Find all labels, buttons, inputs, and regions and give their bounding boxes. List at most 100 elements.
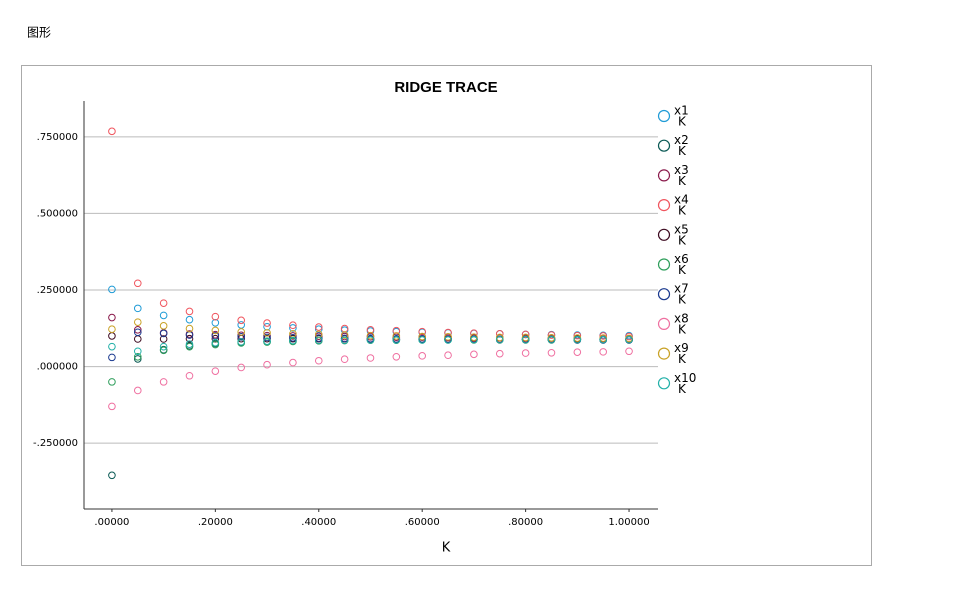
- data-point: [185, 307, 194, 316]
- data-point: [392, 332, 401, 340]
- data-point: [521, 335, 530, 344]
- data-point: [159, 329, 168, 338]
- x-tick-label: .00000: [94, 517, 129, 528]
- data-point: [133, 304, 142, 313]
- x-axis-label: K: [442, 541, 451, 556]
- legend-marker: [657, 199, 671, 212]
- data-point: [185, 342, 194, 351]
- legend-sublabel: K: [678, 204, 687, 218]
- data-point: [159, 342, 168, 351]
- chart-frame: [21, 65, 872, 566]
- legend-sublabel: K: [678, 233, 687, 247]
- data-point: [133, 347, 142, 356]
- chart-title: RIDGE TRACE: [394, 79, 497, 96]
- legend-label: x3: [674, 163, 689, 177]
- data-point: [444, 333, 452, 341]
- data-point: [185, 334, 194, 343]
- x-tick-label: .20000: [198, 517, 233, 528]
- data-point: [599, 332, 607, 340]
- data-point: [418, 327, 426, 336]
- data-point: [599, 348, 607, 356]
- x-tick-label: 1.00000: [608, 517, 649, 528]
- data-point: [289, 324, 297, 332]
- data-point: [159, 335, 168, 343]
- legend-sublabel: K: [678, 293, 687, 307]
- data-point: [625, 335, 633, 344]
- x-tick-label: .60000: [405, 517, 440, 528]
- data-point: [289, 358, 297, 367]
- data-point: [521, 333, 530, 342]
- data-point: [108, 378, 116, 386]
- y-tick-label: .750000: [37, 132, 78, 143]
- data-point: [547, 335, 556, 344]
- y-tick-label: .250000: [37, 285, 78, 296]
- data-point: [185, 371, 194, 380]
- data-point: [392, 336, 401, 344]
- data-point: [340, 331, 349, 339]
- data-point: [237, 328, 246, 336]
- data-point: [314, 334, 323, 342]
- data-point: [340, 336, 349, 345]
- y-tick-label: .000000: [37, 362, 78, 373]
- data-point: [495, 335, 504, 344]
- legend-label: x4: [674, 193, 689, 207]
- data-point: [211, 338, 220, 347]
- x-tick-label: .40000: [301, 517, 336, 528]
- data-point: [185, 315, 194, 324]
- legend-sublabel: K: [678, 263, 687, 277]
- data-point: [599, 335, 607, 344]
- data-point: [470, 335, 478, 344]
- data-point: [470, 350, 478, 359]
- data-point: [133, 318, 142, 326]
- legend-sublabel: K: [678, 174, 687, 188]
- data-point: [133, 386, 142, 395]
- data-point: [470, 333, 478, 341]
- data-point: [573, 331, 582, 340]
- legend-label: x7: [674, 282, 689, 296]
- data-point: [495, 349, 504, 358]
- legend-marker: [657, 377, 671, 390]
- data-point: [108, 342, 116, 351]
- data-point: [418, 352, 426, 360]
- legend-marker: [657, 109, 671, 123]
- data-point: [108, 353, 116, 362]
- data-point: [444, 336, 452, 344]
- legend-label: x10: [674, 371, 696, 385]
- legend-marker: [657, 258, 671, 271]
- legend-label: x2: [674, 133, 689, 147]
- legend-label: x9: [674, 341, 689, 355]
- data-point: [573, 348, 582, 356]
- data-point: [133, 328, 142, 337]
- data-point: [108, 402, 116, 411]
- data-point: [159, 299, 168, 307]
- legend-sublabel: K: [678, 322, 687, 336]
- legend-marker: [657, 139, 671, 152]
- data-point: [495, 333, 504, 342]
- data-point: [366, 336, 375, 344]
- data-point: [159, 346, 168, 355]
- data-point: [185, 324, 194, 333]
- data-point: [263, 319, 271, 327]
- data-point: [314, 323, 323, 331]
- data-point: [392, 326, 401, 335]
- data-point: [211, 367, 220, 375]
- data-point: [573, 335, 582, 344]
- data-point: [314, 330, 323, 339]
- data-point: [237, 337, 246, 346]
- data-point: [366, 354, 375, 362]
- data-point: [211, 326, 220, 335]
- data-point: [237, 316, 246, 325]
- data-point: [418, 336, 426, 344]
- legend-label: x6: [674, 252, 689, 266]
- data-point: [133, 355, 142, 363]
- data-point: [418, 332, 426, 341]
- data-point: [211, 312, 220, 321]
- data-point: [521, 349, 530, 357]
- legend-sublabel: K: [678, 144, 687, 158]
- legend-label: x1: [674, 104, 689, 118]
- data-point: [366, 326, 375, 334]
- legend-marker: [657, 169, 671, 182]
- legend-marker: [657, 317, 671, 330]
- data-point: [521, 330, 530, 339]
